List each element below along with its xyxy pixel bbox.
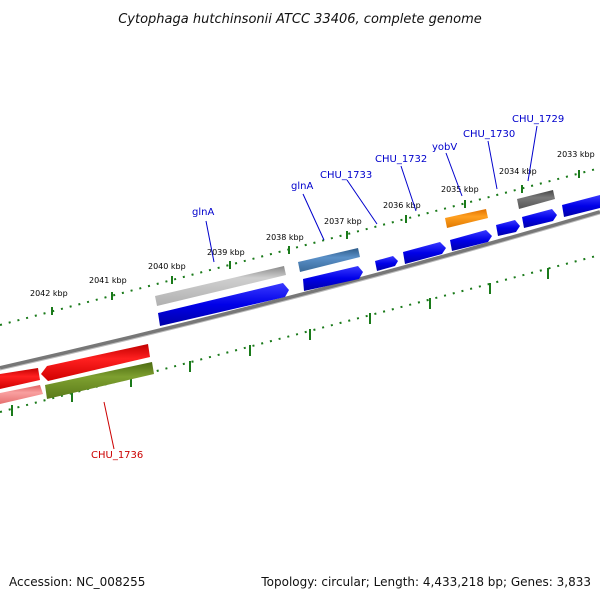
accession-text: Accession: NC_008255 <box>9 575 145 589</box>
gene-blue-7[interactable] <box>522 209 557 228</box>
gene-label-CHU_1729: CHU_1729 <box>512 114 564 125</box>
genome-backbone <box>0 210 600 370</box>
gene-label-CHU_1736: CHU_1736 <box>91 450 143 461</box>
gene-label-yobV: yobV <box>432 142 457 153</box>
label-leaders <box>205 125 538 263</box>
gene-CHU_1736-pink[interactable] <box>0 385 43 404</box>
gene-label-CHU_1730: CHU_1730 <box>463 129 515 140</box>
gene-red-2[interactable] <box>41 344 150 381</box>
gene-label-CHU_1732: CHU_1732 <box>375 154 427 165</box>
gene-CHU_1733-steel[interactable] <box>298 248 360 272</box>
tick-label: 2036 kbp <box>383 201 421 210</box>
tick-label: 2033 kbp <box>557 150 595 159</box>
gene-blue-6[interactable] <box>496 220 520 236</box>
genome-summary-text: Topology: circular; Length: 4,433,218 bp… <box>260 575 591 589</box>
tick-label: 2039 kbp <box>207 248 245 257</box>
tick-label: 2041 kbp <box>89 276 127 285</box>
gene-glnA-gray[interactable] <box>155 266 286 306</box>
reverse-strand-genes <box>0 344 154 404</box>
gene-label-CHU_1733: CHU_1733 <box>320 170 372 181</box>
forward-blue-genes <box>158 195 600 326</box>
tick-label: 2040 kbp <box>148 262 186 271</box>
tick-label: 2037 kbp <box>324 217 362 226</box>
gene-blue-3[interactable] <box>375 256 398 271</box>
forward-strand-genes <box>155 190 555 306</box>
genome-backbone-highlight <box>0 213 600 371</box>
gene-blue-1[interactable] <box>158 283 289 326</box>
gene-blue-2[interactable] <box>303 266 363 291</box>
tick-label: 2042 kbp <box>30 289 68 298</box>
map-title: Cytophaga hutchinsonii ATCC 33406, compl… <box>118 12 482 27</box>
gene-blue-5[interactable] <box>450 230 492 251</box>
gene-CHU_1729-darkgray[interactable] <box>517 190 555 209</box>
gene-label-glnA-2: glnA <box>291 181 313 192</box>
tick-label: 2034 kbp <box>499 167 537 176</box>
gene-blue-8[interactable] <box>562 195 600 217</box>
gene-olive[interactable] <box>45 362 154 399</box>
gene-blue-4[interactable] <box>403 242 446 264</box>
label-leader-CHU_1736 <box>103 401 115 450</box>
gene-red-1[interactable] <box>0 368 40 389</box>
gene-yobV-orange[interactable] <box>445 209 488 228</box>
tick-label: 2038 kbp <box>266 233 304 242</box>
gene-label-glnA-1: glnA <box>192 207 214 218</box>
